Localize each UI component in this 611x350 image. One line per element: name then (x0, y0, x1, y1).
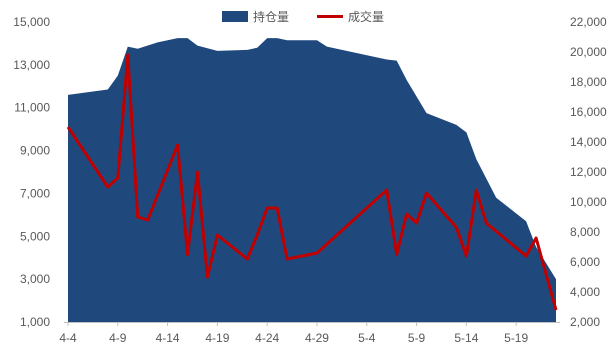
y-left-tick-label: 13,000 (13, 58, 50, 72)
y-left-tick-label: 15,000 (13, 15, 50, 29)
y-left-tick-label: 7,000 (20, 186, 50, 200)
x-tick-label: 4-9 (109, 331, 127, 345)
y-left-tick-label: 11,000 (14, 101, 50, 115)
x-tick-label: 5-19 (504, 331, 528, 345)
legend-open-interest-label: 持仓量 (253, 9, 289, 24)
x-tick-label: 4-29 (305, 331, 329, 345)
x-tick-label: 4-4 (59, 331, 77, 345)
y-left-tick-label: 5,000 (20, 229, 50, 243)
area-series-layer (68, 38, 556, 322)
x-tick-label: 5-14 (454, 331, 478, 345)
x-tick-label: 4-14 (156, 331, 180, 345)
y-right-tick-label: 18,000 (570, 75, 607, 89)
y-right-tick-label: 20,000 (570, 45, 607, 59)
y-right-tick-label: 14,000 (570, 135, 607, 149)
y-right-tick-label: 22,000 (570, 15, 607, 29)
y-right-tick-label: 10,000 (570, 195, 607, 209)
x-tick-label: 5-9 (408, 331, 426, 345)
legend-volume-label: 成交量 (348, 9, 384, 24)
x-tick-label: 4-19 (205, 331, 229, 345)
y-right-tick-label: 16,000 (570, 105, 607, 119)
y-left-tick-label: 1,000 (20, 315, 50, 329)
y-left-tick-label: 9,000 (20, 144, 50, 158)
legend-area-swatch (222, 11, 248, 22)
y-right-tick-label: 8,000 (570, 225, 600, 239)
open-interest-area (68, 38, 556, 322)
legend: 持仓量 成交量 (222, 9, 384, 24)
y-right-tick-label: 2,000 (570, 315, 600, 329)
y-right-tick-label: 12,000 (570, 165, 607, 179)
y-left-tick-label: 3,000 (20, 272, 50, 286)
x-tick-label: 4-24 (255, 331, 279, 345)
x-tick-label: 5-4 (358, 331, 376, 345)
y-right-tick-label: 4,000 (570, 285, 600, 299)
y-right-tick-label: 6,000 (570, 255, 600, 269)
